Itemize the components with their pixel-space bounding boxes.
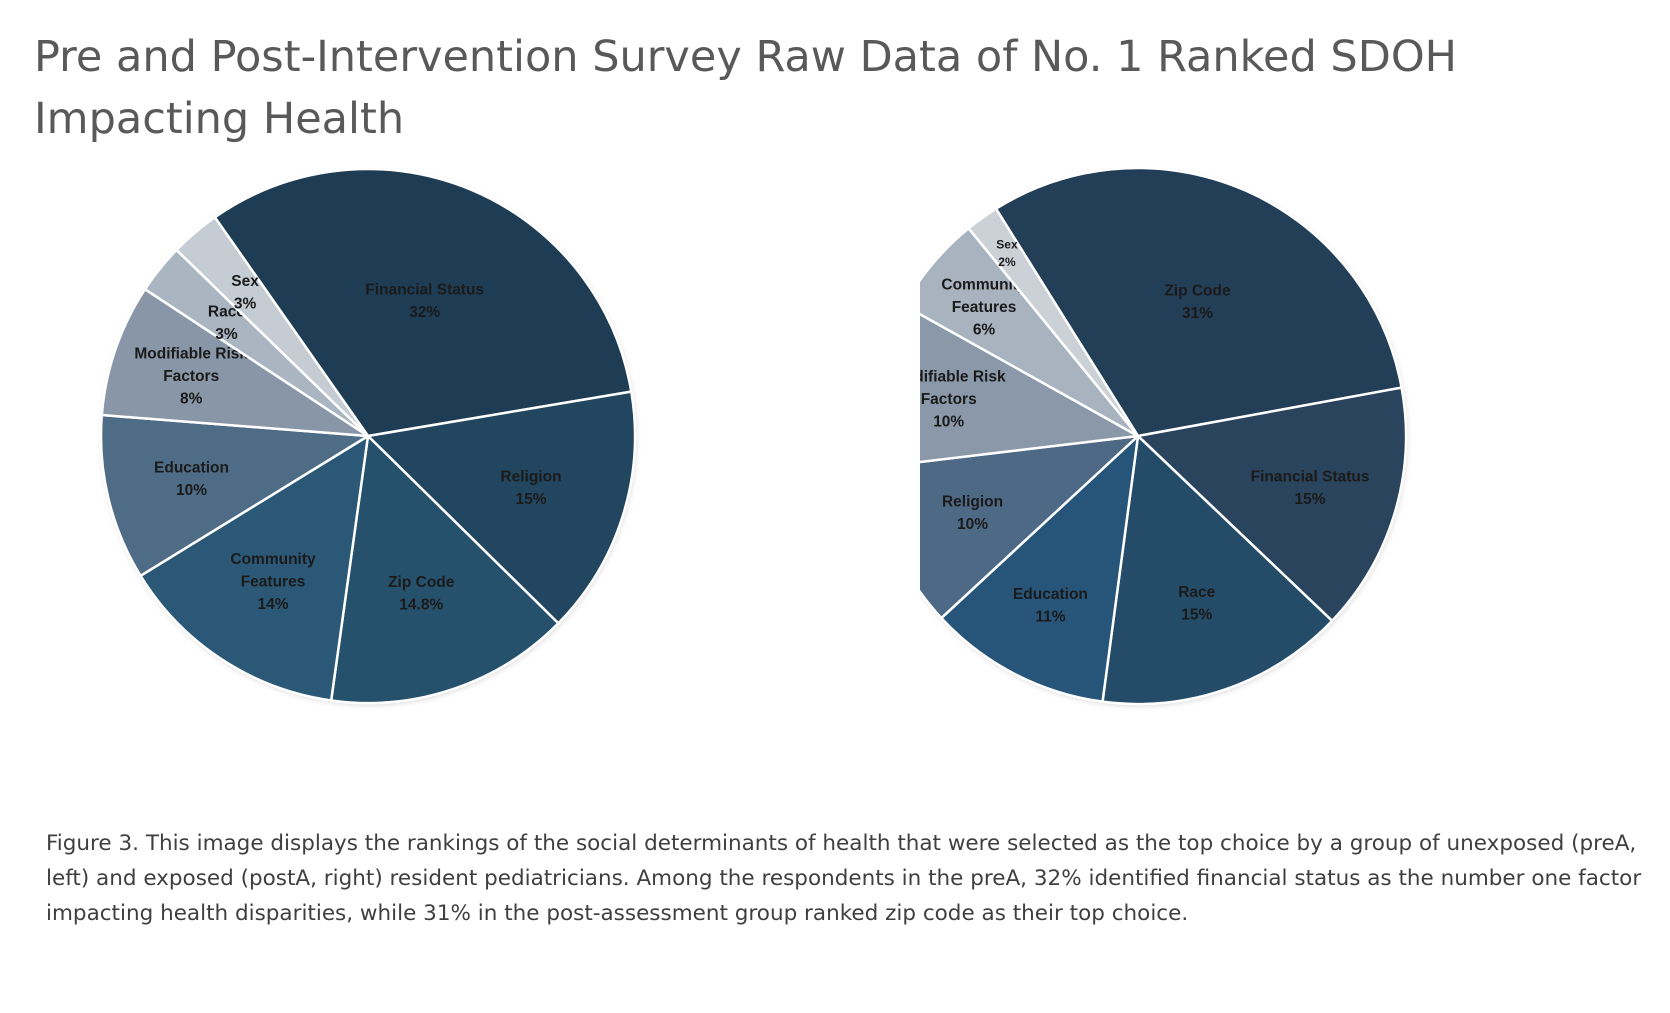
pie-value-label: 10% [176, 482, 207, 499]
pie-value-label: 15% [1295, 491, 1326, 508]
pie-value-label: 31% [1182, 305, 1213, 322]
pie-value-label: 8% [180, 390, 203, 407]
pie-slice-modifiable-risk-factors [100, 287, 370, 438]
pie-label-sex: Sex 3% [231, 273, 259, 312]
pie-label-modifiable-risk-factors: Modifiable Risk Factors 10% [920, 368, 1006, 430]
pie-chart-post-assessment: Zip Code 31% Financial Status 15% Race 15% Edu… [868, 166, 1480, 733]
pie-value-label: 15% [515, 491, 546, 508]
pie-category-label: Sex [996, 237, 1018, 251]
pie-chart-post-svg: Zip Code 31% Financial Status 15% Race 15% Edu… [868, 166, 1408, 706]
pie-category-label: Community [941, 277, 1027, 294]
pie-category-label: Factors [163, 368, 219, 385]
pie-label-religion: Religion 10% [942, 494, 1003, 533]
pie-slice-education [99, 413, 370, 578]
pie-label-financial-status: Financial Status 32% [365, 282, 484, 321]
pie-category-label: Education [154, 460, 229, 477]
pie-label-community-features: Community Features 6% [941, 277, 1027, 339]
pie-label-race: Race 15% [1178, 584, 1215, 623]
pie-label-education: Education 10% [154, 460, 229, 499]
pie-value-label: 10% [957, 516, 988, 533]
pie-category-label: Zip Code [388, 574, 455, 591]
pie-value-label: 10% [933, 413, 964, 430]
pie-category-label: Sex [231, 273, 259, 290]
pie-category-label: Financial Status [365, 282, 484, 299]
pie-value-label: 14% [258, 596, 289, 613]
pie-slice-education [940, 434, 1140, 703]
figure-caption: Figure 3. This image displays the rankin… [46, 831, 1642, 926]
pie-category-label: Features [241, 574, 306, 591]
pie-category-label: Factors [921, 391, 977, 408]
pie-category-label: Community [230, 551, 316, 568]
pie-chart-pre-svg: Financial Status 32% Religion 15% Zip Code 14… [99, 167, 637, 705]
pie-slice-zip-code [329, 434, 560, 705]
pie-value-label: 15% [1181, 606, 1212, 623]
pie-chart-pre-assessment: Financial Status 32% Religion 15% Zip Code 14… [95, 167, 655, 733]
pie-category-label: Education [1013, 586, 1088, 603]
figure-title: Pre and Post-Intervention Survey Raw Dat… [34, 32, 1458, 144]
pie-category-label: Modifiable Risk [920, 368, 1006, 385]
pie-slice-sex [175, 216, 370, 438]
pie-value-label: 11% [1035, 609, 1065, 626]
pie-category-label: Features [952, 299, 1017, 316]
pie-category-label: Religion [942, 494, 1003, 511]
pie-label-sex: Sex 2% [996, 237, 1018, 268]
pie-label-education: Education 11% [1013, 586, 1088, 625]
pie-category-label: Modifiable Risk [134, 345, 248, 362]
pie-slice-community-features [139, 434, 370, 702]
pie-label-modifiable-risk-factors: Modifiable Risk Factors 8% [134, 345, 248, 407]
pie-value-label: 14.8% [399, 596, 443, 613]
pie-slice-race [1101, 434, 1334, 706]
pie-category-label: Religion [500, 469, 561, 486]
pie-category-label: Financial Status [1251, 468, 1370, 485]
pie-label-community-features: Community Features 14% [230, 551, 316, 613]
pie-value-label: 32% [409, 304, 440, 321]
pie-value-label: 3% [234, 295, 257, 312]
pie-slice-financial-status [213, 167, 633, 438]
pie-value-label: 3% [215, 326, 238, 343]
pie-label-financial-status: Financial Status 15% [1251, 468, 1370, 507]
pie-value-label: 2% [998, 255, 1016, 269]
pie-label-zip-code: Zip Code 14.8% [388, 574, 455, 613]
pie-value-label: 6% [973, 322, 996, 339]
pie-slice-religion [366, 390, 637, 625]
pie-category-label: Race [1178, 584, 1215, 601]
pie-slice-financial-status [1136, 386, 1408, 623]
pie-slice-sex [967, 207, 1140, 438]
pie-category-label: Zip Code [1164, 282, 1231, 299]
pie-label-zip-code: Zip Code 31% [1164, 282, 1231, 321]
pie-label-religion: Religion 15% [500, 469, 561, 508]
